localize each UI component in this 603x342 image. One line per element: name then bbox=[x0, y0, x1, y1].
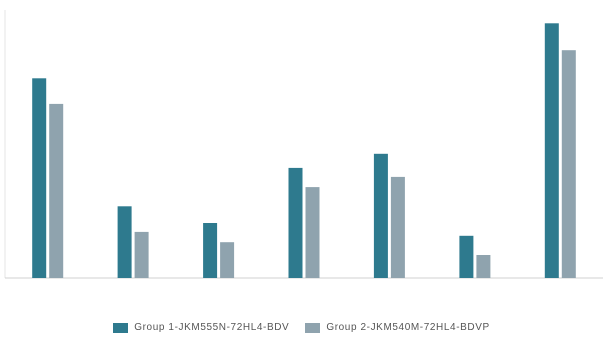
bar-series-1-category-3 bbox=[203, 223, 218, 278]
bar-series-2-category-3 bbox=[220, 242, 235, 278]
bar-series-2-category-7 bbox=[561, 50, 576, 279]
bar-series-1-category-2 bbox=[117, 206, 132, 278]
legend-item-series-1: Group 1-JKM555N-72HL4-BDV bbox=[113, 322, 289, 333]
legend-swatch-series-1 bbox=[113, 322, 129, 333]
bar-series-2-category-6 bbox=[476, 255, 491, 278]
bar-series-1-category-6 bbox=[459, 235, 474, 278]
bar-series-1-category-5 bbox=[373, 153, 388, 278]
bar-series-1-category-1 bbox=[32, 78, 47, 278]
legend-swatch-series-2 bbox=[305, 322, 321, 333]
legend-label-series-2: Group 2-JKM540M-72HL4-BDVP bbox=[326, 322, 490, 333]
legend-item-series-2: Group 2-JKM540M-72HL4-BDVP bbox=[305, 322, 489, 333]
bar-series-2-category-2 bbox=[134, 231, 149, 278]
bars-group bbox=[32, 23, 576, 279]
bar-series-1-category-7 bbox=[544, 23, 559, 278]
legend: Group 1-JKM555N-72HL4-BDV Group 2-JKM540… bbox=[0, 322, 603, 333]
legend-label-series-1: Group 1-JKM555N-72HL4-BDV bbox=[134, 322, 290, 333]
bar-series-2-category-4 bbox=[305, 187, 320, 278]
chart bbox=[4, 10, 603, 279]
bar-series-2-category-5 bbox=[390, 176, 405, 278]
bar-series-2-category-1 bbox=[49, 103, 64, 279]
bar-series-1-category-4 bbox=[288, 167, 303, 278]
